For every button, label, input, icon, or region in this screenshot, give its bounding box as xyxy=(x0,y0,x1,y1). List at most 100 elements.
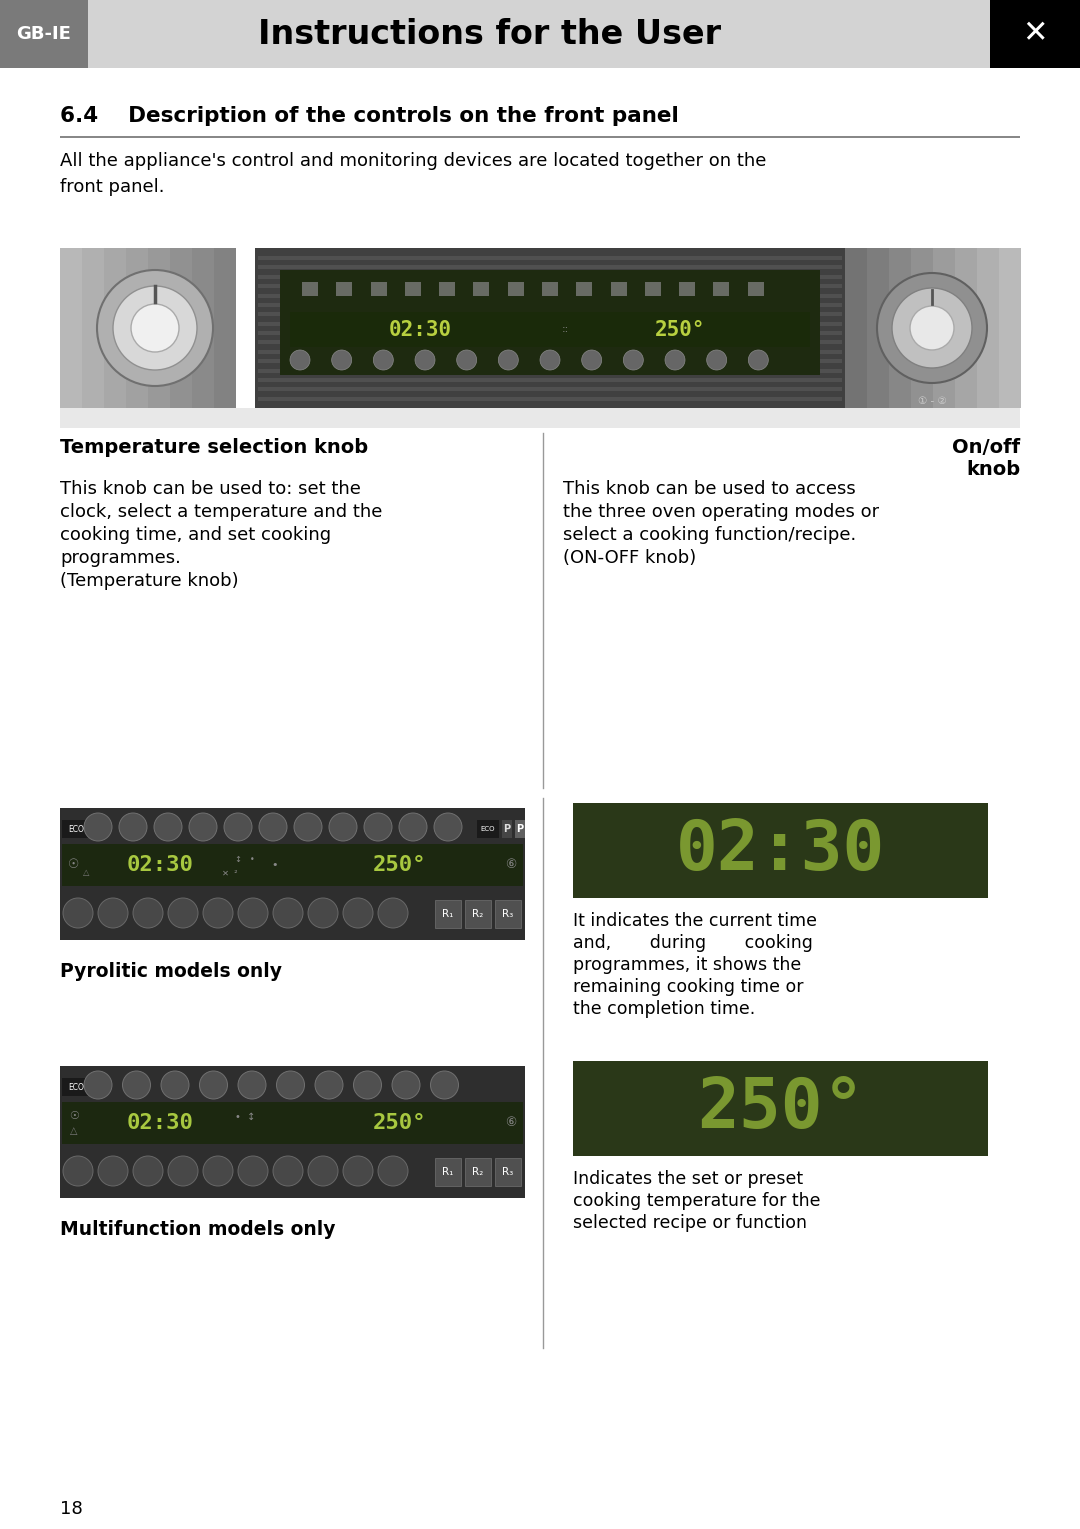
Circle shape xyxy=(399,813,427,841)
Circle shape xyxy=(224,813,252,841)
Bar xyxy=(62,820,90,838)
Text: R₂: R₂ xyxy=(472,910,484,919)
Text: •: • xyxy=(272,859,279,870)
Text: This knob can be used to access: This knob can be used to access xyxy=(563,480,855,498)
Circle shape xyxy=(623,350,644,370)
Bar xyxy=(258,378,842,382)
Circle shape xyxy=(364,813,392,841)
Circle shape xyxy=(378,1156,408,1187)
Circle shape xyxy=(203,1156,233,1187)
Bar xyxy=(62,1102,523,1144)
Circle shape xyxy=(706,350,727,370)
Bar xyxy=(955,248,977,408)
Text: cooking time, and set cooking: cooking time, and set cooking xyxy=(60,526,332,544)
Text: Temperature selection knob: Temperature selection knob xyxy=(60,437,368,457)
Bar xyxy=(912,248,933,408)
Bar xyxy=(255,248,845,408)
Bar xyxy=(610,281,626,297)
Circle shape xyxy=(273,898,303,928)
Text: 250°: 250° xyxy=(697,1075,864,1142)
Text: All the appliance's control and monitoring devices are located together on the
f: All the appliance's control and monitori… xyxy=(60,151,767,196)
Text: ECO: ECO xyxy=(68,824,84,833)
Bar xyxy=(933,248,955,408)
Text: Pyrolitic models only: Pyrolitic models only xyxy=(60,962,282,982)
Text: Instructions for the User: Instructions for the User xyxy=(258,17,721,50)
Bar xyxy=(502,820,512,838)
Circle shape xyxy=(189,813,217,841)
Bar xyxy=(435,901,461,928)
Text: programmes.: programmes. xyxy=(60,549,180,567)
Bar xyxy=(465,1157,491,1187)
Circle shape xyxy=(122,1070,150,1099)
Circle shape xyxy=(200,1070,228,1099)
Circle shape xyxy=(161,1070,189,1099)
Bar xyxy=(258,303,842,307)
Text: selected recipe or function: selected recipe or function xyxy=(573,1214,807,1232)
Text: ⑥: ⑥ xyxy=(505,1116,516,1130)
Circle shape xyxy=(343,1156,373,1187)
Bar xyxy=(148,248,170,408)
Bar xyxy=(280,271,820,375)
Bar xyxy=(577,281,592,297)
Bar xyxy=(405,281,421,297)
Text: ↕   •: ↕ • xyxy=(235,855,255,864)
Bar xyxy=(258,341,842,344)
Text: clock, select a temperature and the: clock, select a temperature and the xyxy=(60,503,382,521)
Text: ⑥: ⑥ xyxy=(505,858,516,872)
Text: ☉: ☉ xyxy=(69,1112,79,1121)
Bar xyxy=(999,248,1021,408)
Bar xyxy=(258,368,842,373)
Text: This knob can be used to: set the: This knob can be used to: set the xyxy=(60,480,361,498)
Bar xyxy=(495,1157,521,1187)
Text: cooking temperature for the: cooking temperature for the xyxy=(573,1193,821,1209)
Circle shape xyxy=(353,1070,381,1099)
Bar xyxy=(258,396,842,401)
Text: 250°: 250° xyxy=(374,1113,427,1133)
Bar xyxy=(60,807,525,940)
Circle shape xyxy=(259,813,287,841)
Circle shape xyxy=(238,898,268,928)
Bar xyxy=(573,803,988,898)
Text: R₂: R₂ xyxy=(472,1167,484,1177)
Bar xyxy=(258,294,842,298)
Bar xyxy=(473,281,489,297)
Bar xyxy=(258,275,842,278)
Circle shape xyxy=(133,898,163,928)
Circle shape xyxy=(113,286,197,370)
Circle shape xyxy=(374,350,393,370)
Bar xyxy=(542,281,558,297)
Bar xyxy=(126,248,148,408)
Bar xyxy=(370,281,387,297)
Circle shape xyxy=(119,813,147,841)
Bar xyxy=(82,248,104,408)
Text: R₁: R₁ xyxy=(443,910,454,919)
Text: P: P xyxy=(516,824,524,833)
Circle shape xyxy=(84,1070,112,1099)
Bar xyxy=(258,330,842,335)
Bar xyxy=(258,359,842,362)
Bar xyxy=(258,312,842,317)
Circle shape xyxy=(238,1070,266,1099)
Text: ✕: ✕ xyxy=(1023,20,1048,49)
Text: 250°: 250° xyxy=(654,320,705,339)
Circle shape xyxy=(748,350,768,370)
Circle shape xyxy=(276,1070,305,1099)
Text: R₁: R₁ xyxy=(443,1167,454,1177)
Circle shape xyxy=(168,898,198,928)
Text: △: △ xyxy=(70,1125,78,1136)
Circle shape xyxy=(910,306,954,350)
Text: 02:30: 02:30 xyxy=(389,320,451,339)
Text: and,       during       cooking: and, during cooking xyxy=(573,934,813,953)
Text: On/off: On/off xyxy=(951,437,1020,457)
Circle shape xyxy=(98,898,129,928)
Bar xyxy=(214,248,237,408)
Text: GB-IE: GB-IE xyxy=(16,24,71,43)
Circle shape xyxy=(582,350,602,370)
Circle shape xyxy=(154,813,183,841)
Text: R₃: R₃ xyxy=(502,910,514,919)
Circle shape xyxy=(97,271,213,385)
Text: ECO: ECO xyxy=(481,826,496,832)
Bar xyxy=(435,1157,461,1187)
Text: 250°: 250° xyxy=(374,855,427,875)
Text: the completion time.: the completion time. xyxy=(573,1000,755,1018)
